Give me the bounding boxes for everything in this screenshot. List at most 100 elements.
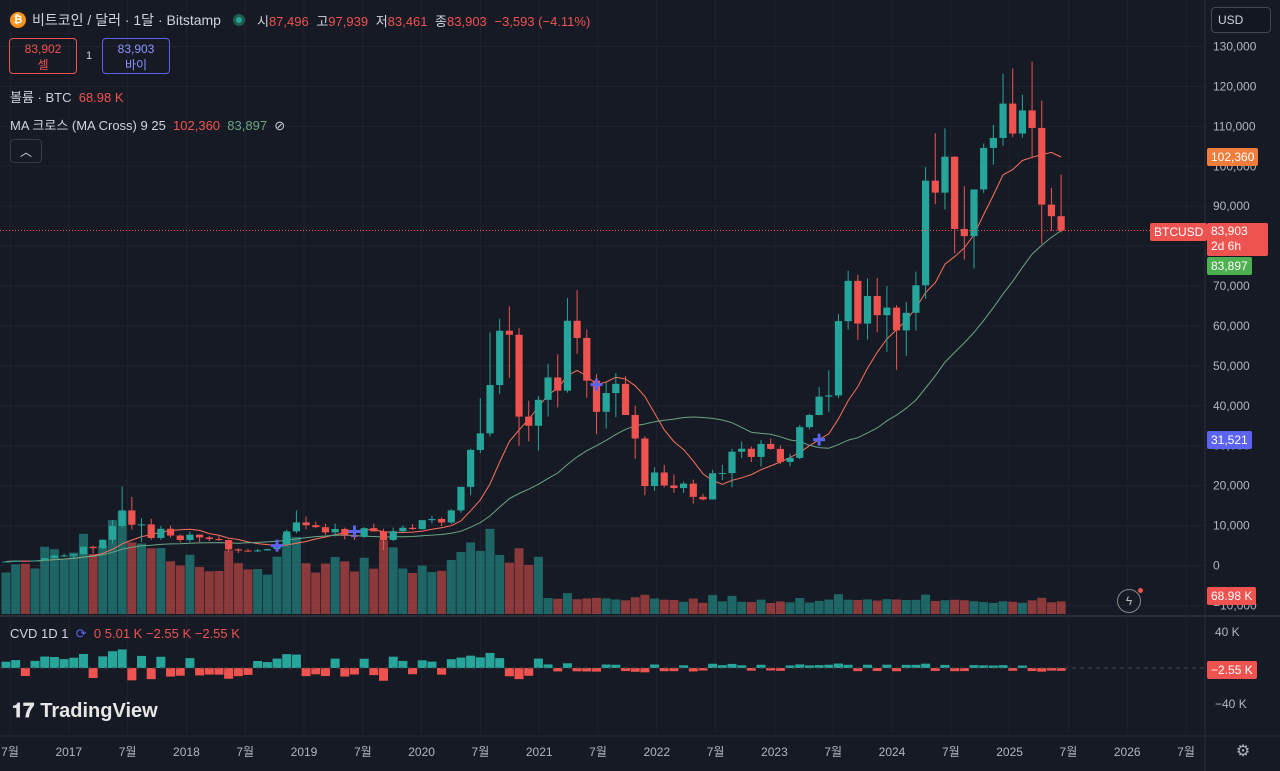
collapse-legend-button[interactable]: ︿ xyxy=(10,139,42,163)
cvd-bar xyxy=(311,668,321,675)
candle-down xyxy=(1047,204,1056,217)
volume-bar xyxy=(214,570,224,614)
time-tick-label: 2020 xyxy=(408,745,435,759)
cvd-bar xyxy=(911,664,921,668)
volume-bar xyxy=(543,598,553,614)
candle-up xyxy=(467,449,475,487)
volume-bars xyxy=(1,511,1066,614)
ma-cross-marker xyxy=(348,525,361,538)
time-tick-label: 2018 xyxy=(173,745,200,759)
symbol-title[interactable]: 비트코인 / 달러 · 1달 · Bitstamp xyxy=(32,12,221,28)
buy-button[interactable]: 83,903 바이 xyxy=(102,38,170,74)
volume-bar xyxy=(872,600,882,614)
ma-slow-value: 83,897 xyxy=(227,118,268,133)
ma-fast-badge: 102,360 xyxy=(1207,148,1259,166)
volume-bar xyxy=(969,601,979,614)
refresh-icon[interactable]: ⟳ xyxy=(75,626,87,641)
tradingview-logo[interactable]: 𝟏𝟕 TradingView xyxy=(12,700,158,723)
ma-slow-badge: 83,897 xyxy=(1207,257,1252,275)
cvd-bar xyxy=(40,656,50,668)
candle-up xyxy=(970,189,978,237)
currency-selector[interactable]: USD xyxy=(1211,7,1271,33)
ma-cross-legend[interactable]: MA 크로스 (MA Cross) 9 25 102,360 83,897 ⊘ xyxy=(10,115,285,134)
cvd-badge: −2.55 K xyxy=(1207,661,1257,679)
volume-bar xyxy=(30,568,40,614)
volume-bar xyxy=(446,559,456,614)
cvd-legend[interactable]: CVD 1D 1 ⟳ 0 5.01 K −2.55 K −2.55 K xyxy=(10,626,240,642)
volume-bar xyxy=(195,566,205,614)
volume-bar xyxy=(911,599,921,614)
candle-down xyxy=(641,438,649,487)
cvd-bar xyxy=(388,656,398,668)
volume-bar xyxy=(69,552,79,614)
cvd-bar xyxy=(630,668,640,672)
hidden-eye-icon[interactable]: ⊘ xyxy=(274,118,286,133)
cvd-bar xyxy=(408,668,418,675)
volume-bar xyxy=(843,599,853,614)
cvd-bar xyxy=(679,665,689,668)
cvd-bar xyxy=(688,668,698,672)
candle-up xyxy=(1018,110,1026,134)
volume-bar xyxy=(1046,602,1056,614)
volume-bar xyxy=(88,554,98,614)
volume-bar xyxy=(611,599,621,614)
candle-down xyxy=(21,560,29,562)
price-tick-label: 10,000 xyxy=(1213,519,1250,533)
candles xyxy=(2,61,1065,563)
candle-up xyxy=(980,147,988,190)
volume-bar xyxy=(1037,597,1047,614)
market-status-icon[interactable] xyxy=(232,14,245,26)
volume-bar xyxy=(901,599,911,614)
volume-bar xyxy=(330,557,340,614)
cvd-tick-label: −40 K xyxy=(1215,697,1247,711)
cvd-tick-label: 40 K xyxy=(1215,625,1240,639)
candle-up xyxy=(70,554,78,556)
candle-up xyxy=(989,137,997,148)
cvd-bar xyxy=(243,668,253,675)
candle-down xyxy=(1028,110,1036,128)
candle-down xyxy=(892,307,901,331)
cvd-bar xyxy=(824,664,834,668)
cvd-bar xyxy=(146,668,156,680)
volume-bar xyxy=(863,599,873,614)
volume-bar xyxy=(746,602,756,614)
tv-icon: 𝟏𝟕 xyxy=(12,700,35,722)
volume-bar xyxy=(737,601,747,614)
candle-up xyxy=(418,520,426,530)
cvd-bar xyxy=(979,665,989,668)
candle-down xyxy=(1038,127,1046,205)
volume-bar xyxy=(359,557,369,614)
volume-bar xyxy=(398,568,408,614)
moving-averages xyxy=(5,151,1062,562)
cvd-bar xyxy=(185,658,195,668)
candle-down xyxy=(225,540,233,550)
candle-up xyxy=(834,321,843,396)
gear-icon[interactable]: ⚙ xyxy=(1235,743,1251,760)
volume-bar xyxy=(340,561,350,614)
quantity[interactable]: 1 xyxy=(86,50,93,62)
candle-up xyxy=(922,180,930,286)
volume-legend[interactable]: 볼륨 · BTC 68.98 K xyxy=(10,87,124,106)
volume-bar xyxy=(756,599,766,614)
cvd-bar xyxy=(621,668,631,672)
volume-bar xyxy=(11,564,21,614)
last-price-badge: 83,903 2d 6h xyxy=(1207,223,1268,256)
volume-bar xyxy=(698,602,708,614)
cvd-bar xyxy=(262,662,272,668)
cvd-bar xyxy=(369,668,379,676)
candle-down xyxy=(592,380,601,412)
candle-up xyxy=(108,525,117,540)
cvd-legend-name: CVD 1D 1 xyxy=(10,626,69,641)
lightning-icon[interactable]: ϟ xyxy=(1117,588,1143,613)
time-tick-label: 2024 xyxy=(879,745,906,759)
cvd-bar xyxy=(659,668,669,672)
volume-bar xyxy=(49,549,59,614)
cvd-bar xyxy=(524,668,534,676)
volume-bar xyxy=(253,569,263,614)
cvd-bar xyxy=(495,658,505,668)
candle-up xyxy=(680,483,688,489)
sell-button[interactable]: 83,902 셀 xyxy=(9,38,77,74)
candle-up xyxy=(883,307,891,316)
